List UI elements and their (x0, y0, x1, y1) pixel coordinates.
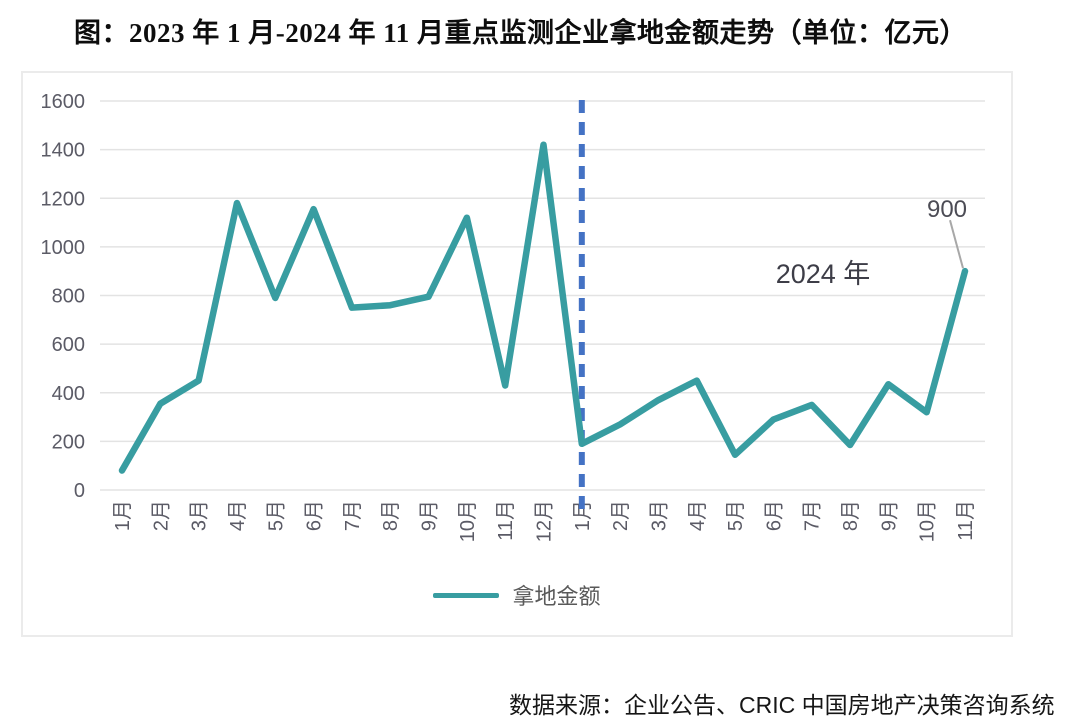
y-tick-label: 600 (52, 334, 85, 356)
x-tick-label: 3月 (189, 500, 211, 531)
y-tick-label: 800 (52, 286, 85, 308)
series-line (118, 141, 969, 474)
y-tick-label: 0 (74, 480, 85, 502)
x-tick-label: 9月 (878, 500, 900, 531)
x-tick-label: 8月 (380, 500, 402, 531)
x-tick-label: 1月 (572, 500, 594, 531)
x-tick-label: 7月 (342, 500, 364, 531)
y-tick-label: 400 (52, 383, 85, 405)
legend: 拿地金额 (23, 579, 1011, 611)
x-tick-label: 4月 (687, 500, 709, 531)
x-tick-label: 6月 (304, 500, 326, 531)
y-tick-label: 1000 (41, 237, 86, 259)
callout-leader-line (949, 219, 964, 269)
y-tick-label: 1600 (41, 91, 86, 113)
year-2024-annotation: 2024 年 (776, 259, 871, 289)
y-tick-label: 1200 (41, 188, 86, 210)
line-chart: 0 200 400 600 800 1000 1200 1400 1600 1月 2月 3月 4月 5月 6… (41, 91, 985, 542)
x-tick-label: 6月 (763, 500, 785, 531)
x-tick-label: 10月 (457, 500, 479, 542)
source-note: 数据来源：企业公告、CRIC 中国房地产决策咨询系统 (509, 692, 1055, 718)
endpoint-value-label: 900 (927, 196, 967, 223)
x-tick-label: 8月 (840, 500, 862, 531)
chart-frame: 0 200 400 600 800 1000 1200 1400 1600 1月 2月 3月 4月 5月 6… (21, 71, 1013, 637)
x-tick-label: 11月 (495, 500, 517, 541)
x-tick-label: 10月 (917, 500, 939, 542)
x-tick-label: 9月 (419, 500, 441, 531)
legend-label: 拿地金额 (512, 584, 601, 609)
y-tick-label: 1400 (41, 140, 86, 162)
y-gridlines-group (100, 100, 985, 491)
y-axis-labels-group: 0 200 400 600 800 1000 1200 1400 1600 (41, 91, 86, 502)
x-tick-label: 2月 (610, 500, 632, 531)
x-tick-label: 7月 (802, 500, 824, 531)
x-tick-label: 11月 (955, 500, 977, 541)
y-tick-label: 200 (52, 431, 85, 453)
chart-title: 图：2023 年 1 月-2024 年 11 月重点监测企业拿地金额走势（单位：… (74, 18, 968, 48)
x-tick-label: 2月 (150, 500, 172, 531)
x-tick-label: 3月 (648, 500, 670, 531)
x-tick-label: 4月 (227, 500, 249, 531)
x-tick-label: 1月 (112, 500, 134, 531)
chart-generated-layers: 0 200 400 600 800 1000 1200 1400 1600 1月 2月 3月 4月 5月 6… (41, 91, 985, 542)
legend-line-swatch (433, 592, 500, 598)
x-tick-label: 12月 (533, 500, 555, 542)
x-tick-label: 5月 (265, 500, 287, 531)
x-tick-label: 5月 (725, 500, 747, 531)
x-axis-labels-group: 1月 2月 3月 4月 5月 6月 7月 8月 9月 10月 11月 12月 1月 2月 3月 4月 5月 6月 7… (112, 500, 977, 542)
